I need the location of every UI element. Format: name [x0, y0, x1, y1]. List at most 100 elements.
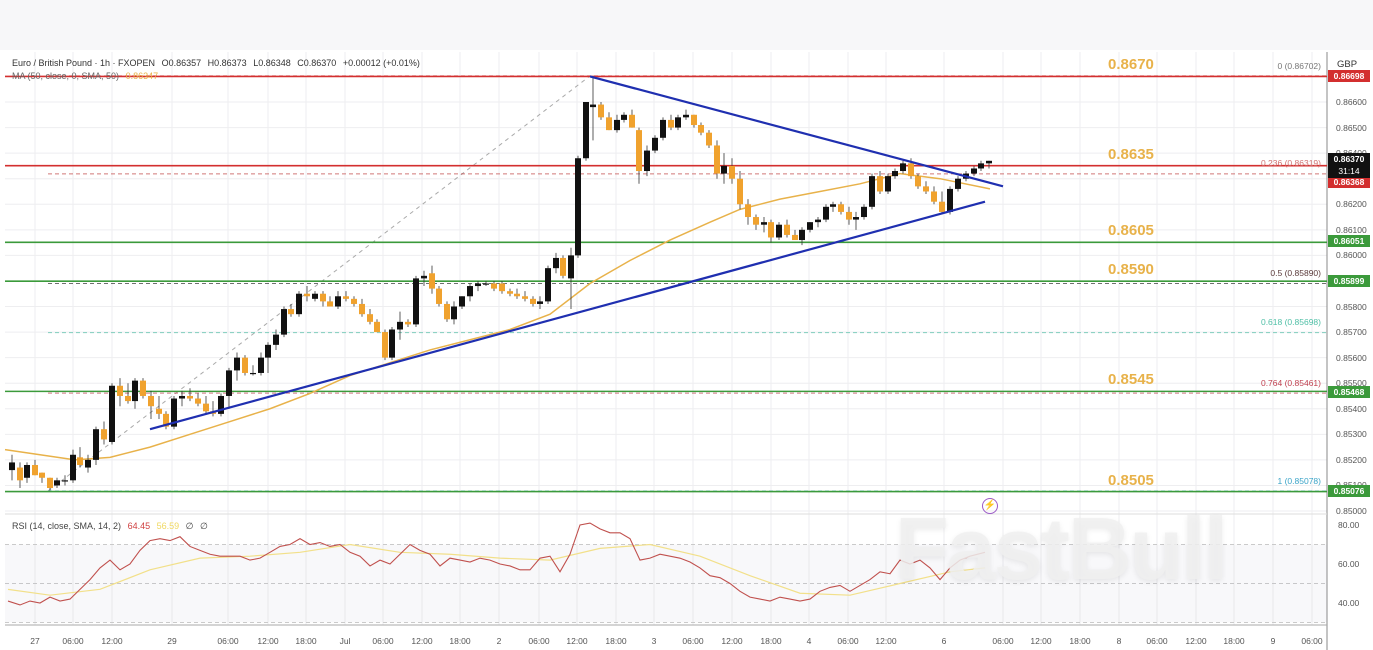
candle-body: [522, 296, 528, 299]
time-tick: 12:00: [1185, 636, 1207, 646]
time-tick: 06:00: [682, 636, 704, 646]
lightning-icon[interactable]: ⚡: [982, 498, 998, 514]
candle-body: [621, 114, 627, 120]
ma-value: 0.86347: [125, 71, 159, 81]
fib-level-label: 1 (0.85078): [1277, 476, 1321, 486]
bar-countdown: 31:14: [1338, 166, 1360, 176]
candle-body: [475, 283, 481, 287]
candle-body: [668, 119, 674, 128]
time-tick: 06:00: [62, 636, 84, 646]
candle-body: [258, 357, 264, 373]
candle-body: [660, 119, 666, 138]
candle-body: [429, 273, 435, 289]
candle-body: [792, 234, 798, 241]
candle-body: [729, 165, 735, 179]
candle-body: [644, 150, 650, 172]
candle-body: [242, 357, 248, 373]
candle-body: [335, 296, 341, 307]
candle-body: [799, 229, 805, 241]
candlestick-chart[interactable]: [0, 50, 1373, 650]
ma-legend[interactable]: MA (50, close, 0, SMA, 50) 0.86347: [12, 71, 162, 81]
fib-level-label: 0 (0.86702): [1277, 61, 1321, 71]
rsi-sma-value: 56.59: [156, 521, 180, 531]
candle-body: [467, 286, 473, 297]
candle-body: [560, 257, 566, 276]
candle-body: [908, 163, 914, 177]
candle-body: [606, 117, 612, 131]
time-tick: Jul: [339, 636, 351, 646]
candle-body: [553, 257, 559, 269]
candle-body: [288, 309, 294, 315]
time-tick: 18:00: [760, 636, 782, 646]
price-tick: 0.85700: [1336, 327, 1367, 338]
rsi-tick: 60.00: [1338, 559, 1360, 569]
time-tick: 3: [651, 636, 657, 646]
ma50-line: [4, 172, 991, 461]
price-tag: 0.86698: [1328, 70, 1370, 82]
candle-body: [156, 408, 162, 414]
price-tag: 0.85076: [1328, 485, 1370, 497]
candle-body: [978, 163, 984, 169]
candle-body: [304, 293, 310, 297]
rsi-legend[interactable]: RSI (14, close, SMA, 14, 2) 64.45 56.59 …: [12, 521, 212, 532]
candle-body: [171, 398, 177, 427]
price-change: +0.00012 (+0.01%): [342, 58, 420, 68]
candle-body: [986, 160, 992, 164]
time-tick: 12:00: [721, 636, 743, 646]
candle-body: [636, 130, 642, 172]
time-tick: 18:00: [1069, 636, 1091, 646]
candle-body: [296, 293, 302, 315]
candle-body: [598, 104, 604, 118]
ma-label: MA (50, close, 0, SMA, 50): [12, 71, 120, 81]
candle-body: [273, 334, 279, 345]
level-label: 0.8505: [1108, 471, 1154, 489]
currency-label: GBP: [1337, 59, 1358, 70]
candle-body: [436, 288, 442, 304]
candle-body: [537, 301, 543, 304]
candle-body: [148, 395, 154, 407]
candle-body: [382, 332, 388, 358]
candle-body: [614, 119, 620, 131]
candle-body: [218, 395, 224, 414]
trendline-falling-resistance: [589, 75, 1004, 188]
time-tick: 06:00: [1301, 636, 1323, 646]
current-price: 0.86370: [1333, 154, 1365, 164]
time-tick: 12:00: [875, 636, 897, 646]
candle-body: [807, 222, 813, 230]
time-tick: 18:00: [449, 636, 471, 646]
candle-body: [265, 344, 271, 358]
rsi-value: 64.45: [127, 521, 151, 531]
candle-body: [877, 176, 883, 192]
candle-body: [421, 275, 427, 279]
candle-body: [109, 385, 115, 442]
time-tick: 9: [1270, 636, 1276, 646]
candle-body: [583, 102, 589, 159]
candle-body: [281, 309, 287, 335]
candle-body: [54, 480, 60, 486]
candle-body: [187, 395, 193, 399]
candle-body: [853, 217, 859, 220]
candle-body: [234, 357, 240, 371]
candle-body: [823, 206, 829, 220]
candle-body: [405, 321, 411, 325]
candle-body: [776, 224, 782, 238]
candle-body: [132, 380, 138, 402]
candle-body: [93, 429, 99, 460]
time-tick: 06:00: [837, 636, 859, 646]
candle-body: [85, 459, 91, 468]
candle-body: [545, 268, 551, 302]
price-tick: 0.85300: [1336, 429, 1367, 440]
time-tick: 8: [1116, 636, 1122, 646]
price-tag: 0.85468: [1328, 386, 1370, 398]
candle-body: [915, 176, 921, 187]
candle-body: [413, 278, 419, 325]
candle-body: [714, 145, 720, 174]
fib-level-label: 0.764 (0.85461): [1260, 378, 1321, 388]
price-tick: 0.86000: [1336, 250, 1367, 261]
time-tick: 12:00: [411, 636, 433, 646]
candle-body: [351, 298, 357, 304]
candle-body: [947, 188, 953, 212]
time-tick: 2: [496, 636, 502, 646]
candle-body: [652, 137, 658, 151]
rsi-extra-2: ∅: [200, 521, 208, 531]
